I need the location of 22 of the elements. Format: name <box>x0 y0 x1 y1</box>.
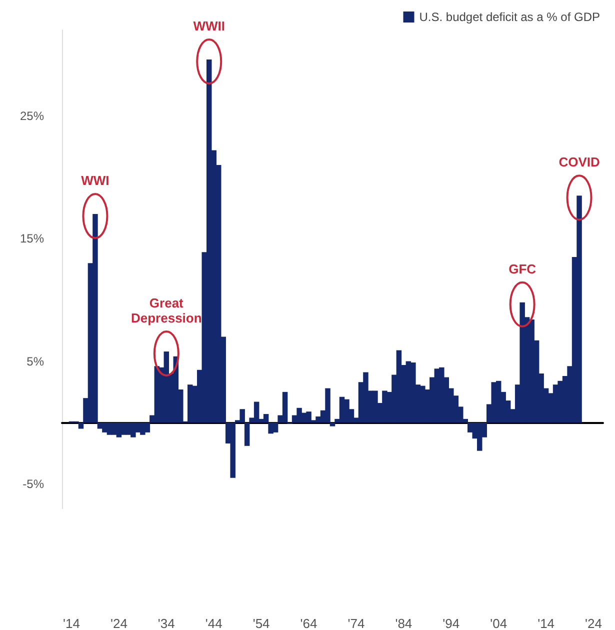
x-tick-label: '74 <box>348 616 365 630</box>
y-tick-label: -5% <box>22 476 44 491</box>
annotation: WWII <box>193 18 225 34</box>
annotation: GFC <box>508 261 537 276</box>
x-tick-label: '64 <box>300 616 318 630</box>
annotation: COVID <box>558 154 600 170</box>
x-tick-label: '94 <box>442 616 460 630</box>
x-tick-label: '14 <box>63 616 80 630</box>
x-tick-label: '44 <box>205 616 222 630</box>
y-tick-label: 25% <box>20 108 44 123</box>
x-tick-label: '04 <box>490 616 508 630</box>
x-tick-label: '34 <box>158 616 175 630</box>
y-tick-label: 15% <box>20 232 44 246</box>
y-tick-label: 5% <box>26 354 44 368</box>
annotation: WWI <box>81 173 110 188</box>
x-tick-label: '24 <box>110 616 128 630</box>
x-tick-label: '14 <box>538 616 555 630</box>
x-tick-label: '24 <box>585 616 602 630</box>
legend-label: U.S. budget deficit as a % of GDP <box>419 10 600 24</box>
x-tick-label: '84 <box>395 616 412 630</box>
x-tick-label: '54 <box>252 616 270 630</box>
annotation: Great Depression <box>130 295 202 326</box>
